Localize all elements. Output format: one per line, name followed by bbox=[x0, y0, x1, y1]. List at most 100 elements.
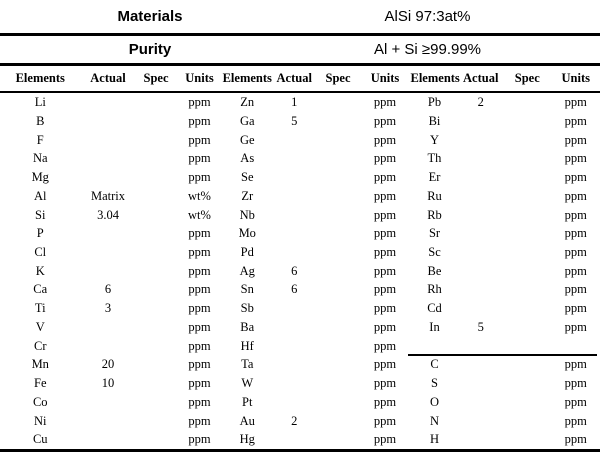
units-cell: ppm bbox=[188, 376, 211, 391]
spec-cell bbox=[317, 337, 360, 356]
units-cell: ppm bbox=[373, 170, 397, 185]
units-cell: ppm bbox=[564, 376, 587, 391]
spec-cell bbox=[136, 205, 177, 224]
actual-cell bbox=[272, 149, 317, 168]
element-cell: Si bbox=[35, 207, 46, 222]
actual-cell bbox=[459, 149, 504, 168]
element-cell: N bbox=[429, 413, 440, 428]
actual-cell bbox=[81, 149, 136, 168]
units-cell: ppm bbox=[373, 338, 397, 353]
column-header-spec: Spec bbox=[325, 71, 351, 85]
element-cell: Bi bbox=[428, 113, 441, 128]
element-cell: Er bbox=[428, 170, 441, 185]
units-cell: ppm bbox=[564, 413, 587, 428]
units-cell: ppm bbox=[564, 301, 587, 316]
purity-row: Purity Al + Si ≥99.99% bbox=[0, 36, 600, 66]
group3-divider-line bbox=[408, 354, 597, 357]
actual-cell: 6 bbox=[291, 263, 298, 278]
actual-cell: 5 bbox=[291, 113, 298, 128]
spec-cell bbox=[317, 355, 360, 374]
units-cell: ppm bbox=[373, 244, 397, 259]
units-cell: ppm bbox=[373, 432, 397, 447]
spec-cell bbox=[503, 149, 552, 168]
spec-cell bbox=[503, 411, 552, 430]
element-cell: P bbox=[36, 226, 44, 241]
actual-cell bbox=[459, 130, 504, 149]
units-cell: ppm bbox=[373, 413, 397, 428]
spec-cell bbox=[317, 318, 360, 337]
units-cell: ppm bbox=[564, 188, 587, 203]
units-cell: wt% bbox=[188, 188, 211, 203]
spec-cell bbox=[317, 130, 360, 149]
units-cell: ppm bbox=[564, 319, 587, 334]
actual-cell: 2 bbox=[477, 95, 484, 110]
column-header-actual: Actual bbox=[463, 71, 499, 85]
actual-cell bbox=[81, 262, 136, 281]
spec-cell bbox=[136, 112, 177, 131]
units-cell: ppm bbox=[188, 319, 211, 334]
element-cell: Rb bbox=[427, 207, 442, 222]
units-cell: ppm bbox=[188, 226, 211, 241]
actual-cell bbox=[459, 262, 504, 281]
actual-cell bbox=[459, 355, 504, 374]
element-cell: Pt bbox=[242, 394, 253, 409]
spec-cell bbox=[503, 337, 552, 356]
element-cell: Ta bbox=[241, 357, 254, 372]
units-cell: ppm bbox=[564, 244, 587, 259]
units-cell: ppm bbox=[188, 357, 211, 372]
materials-row: Materials AlSi 97:3at% bbox=[0, 0, 600, 36]
column-header-elements: Elements bbox=[222, 71, 272, 85]
units-cell: ppm bbox=[564, 207, 587, 222]
element-cell: Al bbox=[34, 188, 47, 203]
spec-cell bbox=[317, 112, 360, 131]
spec-cell bbox=[503, 355, 552, 374]
actual-cell bbox=[272, 130, 317, 149]
units-cell: ppm bbox=[564, 357, 587, 372]
actual-cell bbox=[81, 411, 136, 430]
spec-cell bbox=[503, 393, 552, 412]
spec-cell bbox=[317, 280, 360, 299]
spec-cell bbox=[136, 149, 177, 168]
actual-cell bbox=[81, 130, 136, 149]
element-cell: Cu bbox=[32, 432, 48, 447]
units-cell: ppm bbox=[188, 244, 211, 259]
units-cell: ppm bbox=[188, 282, 211, 297]
element-cell: Li bbox=[34, 95, 46, 110]
actual-cell bbox=[272, 205, 317, 224]
spec-cell bbox=[503, 243, 552, 262]
element-cell: V bbox=[35, 319, 45, 334]
spec-cell bbox=[317, 393, 360, 412]
element-cell: B bbox=[36, 113, 45, 128]
units-cell: ppm bbox=[564, 151, 587, 166]
actual-cell bbox=[81, 168, 136, 187]
units-cell bbox=[552, 337, 600, 356]
units-cell: ppm bbox=[373, 394, 397, 409]
actual-cell: 1 bbox=[291, 95, 298, 110]
units-cell: ppm bbox=[564, 95, 587, 110]
units-cell: ppm bbox=[373, 301, 397, 316]
spec-cell bbox=[136, 130, 177, 149]
element-cell: Sr bbox=[428, 226, 441, 241]
actual-cell bbox=[459, 299, 504, 318]
actual-cell bbox=[272, 224, 317, 243]
actual-cell: 2 bbox=[291, 413, 298, 428]
element-cell bbox=[411, 337, 459, 356]
actual-cell bbox=[272, 318, 317, 337]
actual-cell bbox=[272, 430, 317, 449]
element-cell: Sn bbox=[240, 282, 254, 297]
element-cell: Th bbox=[427, 151, 442, 166]
purity-value: Al + Si ≥99.99% bbox=[373, 41, 482, 58]
spec-cell bbox=[136, 355, 177, 374]
spec-cell bbox=[503, 130, 552, 149]
units-cell: ppm bbox=[564, 132, 587, 147]
element-cell: Pb bbox=[427, 95, 442, 110]
actual-cell: 5 bbox=[477, 319, 484, 334]
spec-cell bbox=[136, 224, 177, 243]
column-header-actual: Actual bbox=[90, 71, 126, 85]
units-cell: ppm bbox=[188, 413, 211, 428]
spec-cell bbox=[136, 262, 177, 281]
element-cell: F bbox=[36, 132, 44, 147]
spec-cell bbox=[503, 224, 552, 243]
units-cell: ppm bbox=[373, 113, 397, 128]
